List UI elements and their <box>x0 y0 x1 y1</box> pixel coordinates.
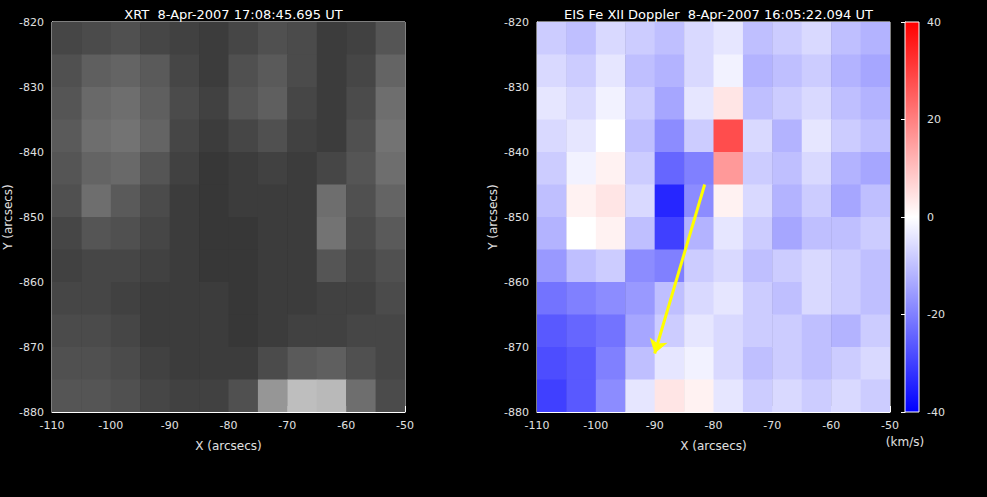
svg-text:0: 0 <box>927 211 934 224</box>
svg-text:Y (arcsecs): Y (arcsecs) <box>486 184 500 251</box>
svg-text:-80: -80 <box>220 419 238 432</box>
svg-text:40: 40 <box>927 16 941 29</box>
svg-text:-70: -70 <box>763 419 781 432</box>
svg-text:(km/s): (km/s) <box>886 435 924 449</box>
svg-text:-70: -70 <box>278 419 296 432</box>
svg-text:-60: -60 <box>822 419 840 432</box>
svg-text:-820: -820 <box>504 16 529 29</box>
svg-text:-880: -880 <box>504 406 529 419</box>
svg-text:EIS Fe XII Doppler 8-Apr-2007: EIS Fe XII Doppler 8-Apr-2007 16:05:22.0… <box>564 7 873 22</box>
svg-text:-870: -870 <box>19 341 44 354</box>
svg-text:-40: -40 <box>927 406 945 419</box>
svg-text:-860: -860 <box>504 276 529 289</box>
svg-text:-80: -80 <box>705 419 723 432</box>
svg-text:-50: -50 <box>881 419 899 432</box>
svg-text:-870: -870 <box>504 341 529 354</box>
svg-text:-830: -830 <box>19 81 44 94</box>
svg-text:-840: -840 <box>504 146 529 159</box>
svg-text:-100: -100 <box>98 419 123 432</box>
svg-text:-850: -850 <box>504 211 529 224</box>
svg-text:-840: -840 <box>19 146 44 159</box>
svg-text:-90: -90 <box>646 419 664 432</box>
svg-text:-110: -110 <box>40 419 65 432</box>
svg-text:20: 20 <box>927 113 941 126</box>
svg-text:-820: -820 <box>19 16 44 29</box>
svg-text:-50: -50 <box>396 419 414 432</box>
svg-text:XRT 8-Apr-2007 17:08:45.695 U: XRT 8-Apr-2007 17:08:45.695 UT <box>124 7 342 22</box>
svg-text:Y (arcsecs): Y (arcsecs) <box>1 184 15 251</box>
svg-text:-90: -90 <box>161 419 179 432</box>
svg-text:-880: -880 <box>19 406 44 419</box>
svg-text:-830: -830 <box>504 81 529 94</box>
svg-text:-100: -100 <box>583 419 608 432</box>
svg-text:-20: -20 <box>927 308 945 321</box>
svg-text:-110: -110 <box>525 419 550 432</box>
svg-text:-860: -860 <box>19 276 44 289</box>
svg-text:-60: -60 <box>337 419 355 432</box>
svg-text:X (arcsecs): X (arcsecs) <box>680 439 747 453</box>
svg-text:-850: -850 <box>19 211 44 224</box>
svg-text:X (arcsecs): X (arcsecs) <box>195 439 262 453</box>
